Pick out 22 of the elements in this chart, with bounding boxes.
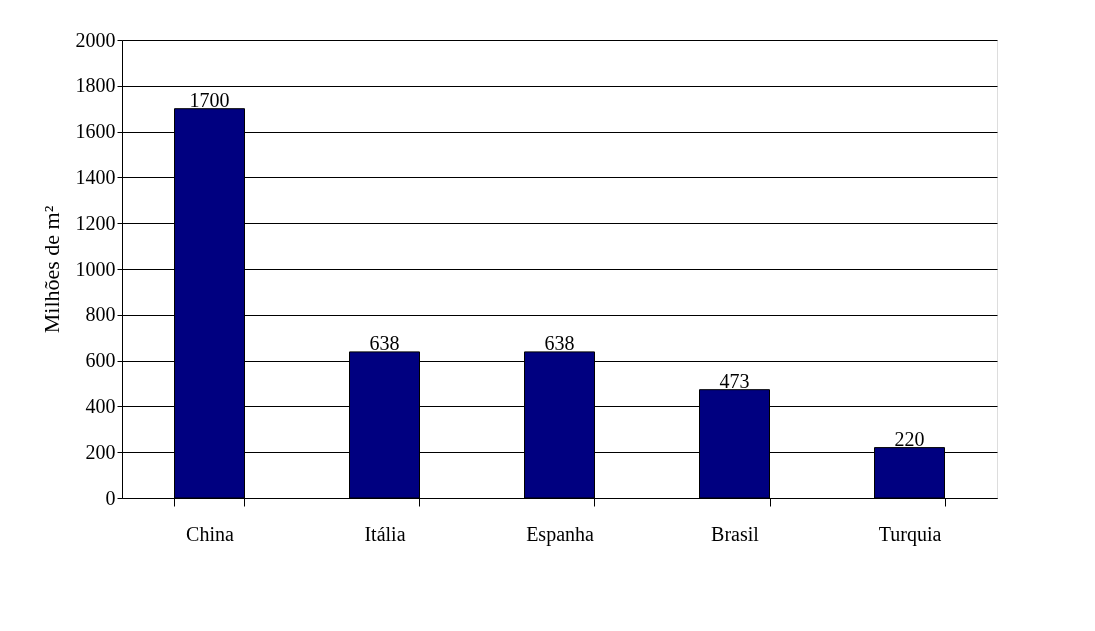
y-tick-label: 1200 (75, 211, 116, 234)
data-label: 220 (894, 427, 925, 450)
data-label: 1700 (189, 88, 230, 111)
y-tick-label: 800 (85, 303, 116, 326)
x-tick-label: Itália (364, 522, 406, 545)
y-axis-title: Milhões de m² (38, 205, 64, 334)
x-tick-label: Turquia (878, 522, 942, 546)
y-tick-label: 1800 (75, 74, 116, 97)
y-tick-label: 200 (85, 440, 116, 463)
y-tick-label: 600 (85, 349, 116, 372)
y-tick-label: 2000 (75, 28, 116, 51)
x-tick-label: Brasil (711, 522, 760, 545)
data-label: 638 (369, 331, 400, 354)
y-tick-label: 1000 (75, 257, 116, 280)
y-tick-label: 1400 (75, 165, 116, 188)
data-label: 473 (719, 369, 750, 392)
x-tick-label: China (186, 522, 235, 545)
y-tick-label: 0 (105, 486, 116, 509)
x-tick-label: Espanha (526, 522, 594, 546)
y-tick-label: 1600 (75, 120, 116, 143)
data-label: 638 (544, 331, 575, 354)
y-tick-label: 400 (85, 394, 116, 417)
